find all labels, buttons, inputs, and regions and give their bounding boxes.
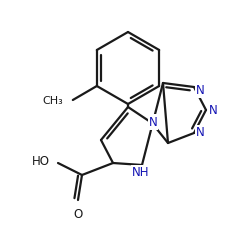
Text: N: N (208, 105, 216, 117)
Text: CH₃: CH₃ (42, 96, 63, 106)
Text: O: O (73, 208, 82, 221)
Text: N: N (148, 115, 157, 129)
Text: N: N (195, 127, 203, 140)
Text: NH: NH (132, 167, 149, 179)
Text: N: N (195, 83, 203, 97)
Text: HO: HO (32, 155, 50, 169)
